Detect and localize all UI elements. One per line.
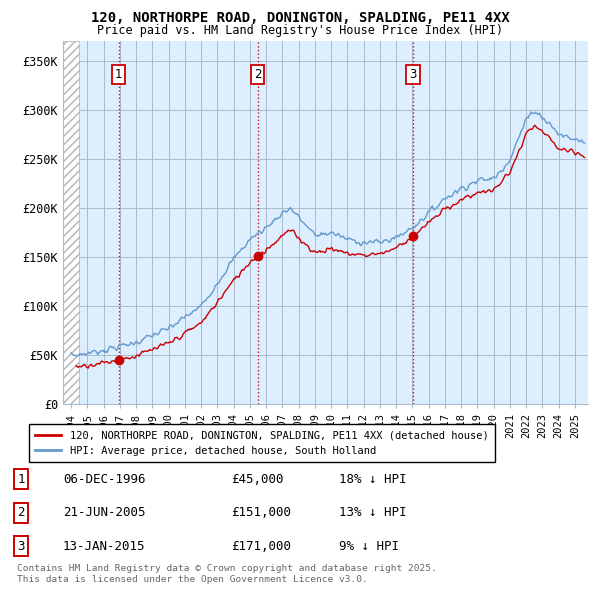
- Text: 1: 1: [115, 68, 122, 81]
- Text: 06-DEC-1996: 06-DEC-1996: [63, 473, 146, 486]
- Text: 21-JUN-2005: 21-JUN-2005: [63, 506, 146, 519]
- Text: £171,000: £171,000: [231, 540, 291, 553]
- Text: 3: 3: [17, 540, 25, 553]
- Legend: 120, NORTHORPE ROAD, DONINGTON, SPALDING, PE11 4XX (detached house), HPI: Averag: 120, NORTHORPE ROAD, DONINGTON, SPALDING…: [29, 424, 494, 462]
- Text: £45,000: £45,000: [231, 473, 284, 486]
- Text: 120, NORTHORPE ROAD, DONINGTON, SPALDING, PE11 4XX: 120, NORTHORPE ROAD, DONINGTON, SPALDING…: [91, 11, 509, 25]
- Text: 2: 2: [17, 506, 25, 519]
- Text: 3: 3: [409, 68, 417, 81]
- Text: Contains HM Land Registry data © Crown copyright and database right 2025.: Contains HM Land Registry data © Crown c…: [17, 565, 437, 573]
- Text: Price paid vs. HM Land Registry's House Price Index (HPI): Price paid vs. HM Land Registry's House …: [97, 24, 503, 37]
- Text: 1: 1: [17, 473, 25, 486]
- Text: 18% ↓ HPI: 18% ↓ HPI: [339, 473, 407, 486]
- Text: This data is licensed under the Open Government Licence v3.0.: This data is licensed under the Open Gov…: [17, 575, 368, 584]
- Text: 9% ↓ HPI: 9% ↓ HPI: [339, 540, 399, 553]
- Text: 13% ↓ HPI: 13% ↓ HPI: [339, 506, 407, 519]
- Text: 13-JAN-2015: 13-JAN-2015: [63, 540, 146, 553]
- Text: £151,000: £151,000: [231, 506, 291, 519]
- Bar: [63, 41, 79, 404]
- Text: 2: 2: [254, 68, 262, 81]
